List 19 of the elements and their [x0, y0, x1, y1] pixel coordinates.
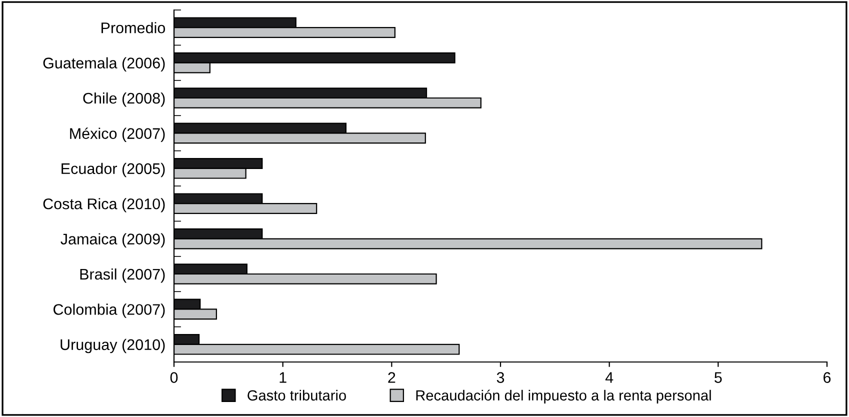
- y-tick-label: Guatemala (2006): [43, 57, 165, 72]
- y-tick-label: México (2007): [70, 128, 165, 142]
- legend-label: Gasto tributario: [248, 390, 346, 401]
- y-tick-label: Jamaica (2009): [60, 233, 165, 248]
- y-tick-label: Costa Rica (2010): [43, 198, 165, 212]
- y-tick-label: Colombia (2007): [54, 304, 165, 318]
- x-tick-label: 4: [605, 372, 614, 383]
- y-tick-label: Promedio: [102, 22, 166, 34]
- y-tick-label: Chile (2008): [83, 92, 165, 107]
- y-tick-label: Ecuador (2005): [62, 162, 165, 178]
- x-tick-label: 6: [824, 372, 831, 383]
- y-tick-label: Brasil (2007): [80, 268, 165, 283]
- x-tick-label: 1: [280, 372, 286, 383]
- x-tick-label: 2: [388, 372, 396, 383]
- legend-label: Recaudación del impuesto a la renta personal: [416, 390, 711, 404]
- x-tick-label: 5: [714, 372, 722, 383]
- y-tick-label: Uruguay (2010): [60, 338, 165, 354]
- x-tick-label: 3: [496, 372, 504, 383]
- x-tick-label: 0: [170, 372, 178, 383]
